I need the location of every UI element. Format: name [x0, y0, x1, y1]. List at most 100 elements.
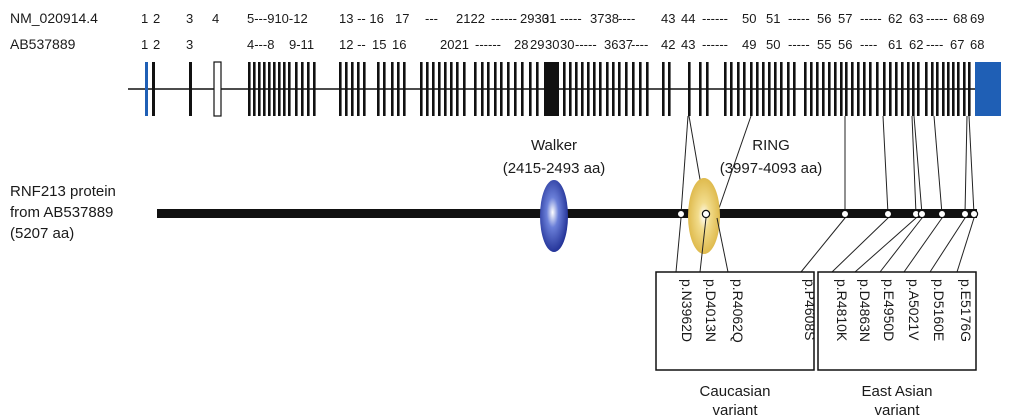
- exon-bar: [787, 62, 790, 116]
- exon-bar: [301, 62, 304, 116]
- exon-label: -----: [860, 11, 882, 26]
- exon-bar: [822, 62, 825, 116]
- exon-bar: [494, 62, 497, 116]
- exon-bar: [625, 62, 628, 116]
- exon-label: 29: [530, 37, 544, 52]
- exon-bar: [403, 62, 406, 116]
- variant-label: p.E5176G: [958, 279, 974, 342]
- exon-bar: [963, 62, 966, 116]
- nm-exon-numbers: 1 2 3 4 5---910-12 13 -- 16 17 --- 2122 …: [141, 11, 984, 26]
- exon-bar: [569, 62, 572, 116]
- exon-bars: [248, 62, 971, 116]
- exon-label: 67: [950, 37, 964, 52]
- walker-domain-range: (2415-2493 aa): [503, 160, 606, 177]
- exon-label: 55: [817, 37, 831, 52]
- exon-bar: [952, 62, 955, 116]
- exon-bar: [474, 62, 477, 116]
- variant-dot: [883, 209, 893, 219]
- exon-bar: [383, 62, 386, 116]
- exon-bar: [438, 62, 441, 116]
- exon-label: 1: [141, 37, 148, 52]
- exon-bar: [581, 62, 584, 116]
- exon-bar: [599, 62, 602, 116]
- protein-label-line-2: from AB537889: [10, 204, 113, 221]
- exon-bar: [804, 62, 807, 116]
- exon-bar: [307, 62, 310, 116]
- exon-label: 63: [909, 11, 923, 26]
- caucasian-caption-line-1: Caucasian: [700, 383, 771, 400]
- exon-label: 49: [742, 37, 756, 52]
- walker-domain-ellipse: [540, 180, 568, 252]
- exon-bar: [780, 62, 783, 116]
- exon-label: 42: [661, 37, 675, 52]
- exon-bar: [339, 62, 342, 116]
- variant-dot: [960, 209, 970, 219]
- exon-bar: [828, 62, 831, 116]
- exon-label: 30: [560, 37, 574, 52]
- exon-bar: [288, 62, 291, 116]
- gene-to-protein-connectors: [680, 115, 975, 215]
- exon-label: 43: [661, 11, 675, 26]
- exon-label: 15: [372, 37, 386, 52]
- exon-bar: [912, 62, 915, 116]
- exon-bar: [869, 62, 872, 116]
- exon-label: 2021: [440, 37, 469, 52]
- exon-bar: [699, 62, 702, 116]
- exon-bar: [834, 62, 837, 116]
- exon-bar: [917, 62, 920, 116]
- exon-bar: [481, 62, 484, 116]
- exon-bar: [662, 62, 665, 116]
- caucasian-variant-box: [655, 271, 815, 371]
- exon-label: 61: [888, 37, 902, 52]
- exon-bar: [756, 62, 759, 116]
- exon-label: 56: [817, 11, 831, 26]
- exon-label: -----: [788, 11, 810, 26]
- exon-bar: [901, 62, 904, 116]
- exon-label: 68: [953, 11, 967, 26]
- exon-label: 57: [838, 11, 852, 26]
- exon-bar: [463, 62, 466, 116]
- variant-dot: [969, 209, 979, 219]
- noncoding-exon: [213, 61, 222, 117]
- exon-bar: [487, 62, 490, 116]
- exon-bar: [575, 62, 578, 116]
- exon-bar: [563, 62, 566, 116]
- exon-label: 4: [212, 11, 219, 26]
- exon-bar: [426, 62, 429, 116]
- exon-label: 56: [838, 37, 852, 52]
- exon-label: 62: [909, 37, 923, 52]
- variant-markers: [676, 209, 979, 219]
- exon-label: -----: [575, 37, 597, 52]
- exon-label: ------: [702, 37, 728, 52]
- exon-bar: [810, 62, 813, 116]
- exon-bar: [456, 62, 459, 116]
- exon-label: 3: [186, 37, 193, 52]
- exon-bar: [593, 62, 596, 116]
- exon-bar: [907, 62, 910, 116]
- variant-label: p.P4608S: [802, 279, 818, 341]
- exon-label: 17: [395, 11, 409, 26]
- exon-bar: [377, 62, 380, 116]
- variant-label: p.E4950D: [881, 279, 897, 341]
- exon-bar: [253, 62, 256, 116]
- exon-label: 43: [681, 37, 695, 52]
- exon-bar: [936, 62, 939, 116]
- exon-bar: [957, 62, 960, 116]
- east-asian-caption-line-1: East Asian: [862, 383, 933, 400]
- exon-label: 3637: [604, 37, 633, 52]
- exon-bar: [925, 62, 928, 116]
- exon-bar: [283, 62, 286, 116]
- exon-bar: [774, 62, 777, 116]
- variant-label: p.D5160E: [931, 279, 947, 341]
- exon-bar: [450, 62, 453, 116]
- variant-dot: [917, 209, 927, 219]
- exon-bar: [268, 62, 271, 116]
- exon-label: 51: [766, 11, 780, 26]
- variant-dot: [701, 209, 711, 219]
- exon-bar: [587, 62, 590, 116]
- exon-label: 1: [141, 11, 148, 26]
- exon-bar: [743, 62, 746, 116]
- variant-dot: [937, 209, 947, 219]
- exon-label: 2: [153, 37, 160, 52]
